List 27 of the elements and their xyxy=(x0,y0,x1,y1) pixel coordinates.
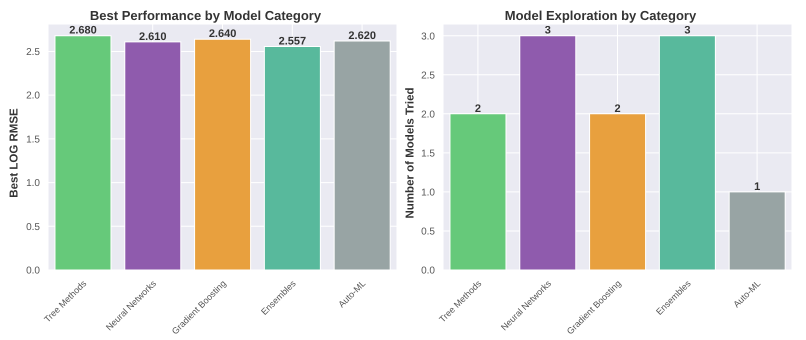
y-axis-title: Number of Models Tried xyxy=(404,88,416,218)
y-tick-label: 2.5 xyxy=(26,47,40,58)
y-tick-label: 0.0 xyxy=(421,266,436,277)
y-tick-label: 1.5 xyxy=(421,148,436,160)
data-label: 2.680 xyxy=(69,24,97,37)
chart-title: Best Performance by Model Category xyxy=(88,8,322,23)
chart-title: Model Exploration by Category xyxy=(504,8,698,23)
data-label: 2.610 xyxy=(139,30,167,43)
y-tick-label: 0.5 xyxy=(421,226,436,238)
y-tick-label: 1.5 xyxy=(26,134,40,146)
data-label: 2 xyxy=(614,102,621,115)
y-tick-label: 1.0 xyxy=(26,178,40,190)
y-tick-label: 1.0 xyxy=(421,187,436,198)
y-axis-title: Best LOG RMSE xyxy=(9,108,21,198)
data-label: 2 xyxy=(474,102,482,115)
data-label: 1 xyxy=(754,180,760,193)
data-label: 3 xyxy=(544,24,551,37)
y-tick-label: 2.0 xyxy=(26,90,40,102)
y-tick-label: 3.0 xyxy=(421,31,436,42)
y-tick-label: 2.0 xyxy=(421,109,436,120)
y-tick-label: 2.5 xyxy=(421,70,436,82)
y-tick-label: 0.5 xyxy=(26,222,40,233)
data-label: 2.640 xyxy=(208,28,236,40)
data-label: 3 xyxy=(684,24,690,37)
y-tick-label: 0.0 xyxy=(26,266,40,277)
data-label: 2.557 xyxy=(278,35,306,48)
data-label: 2.620 xyxy=(348,30,376,42)
